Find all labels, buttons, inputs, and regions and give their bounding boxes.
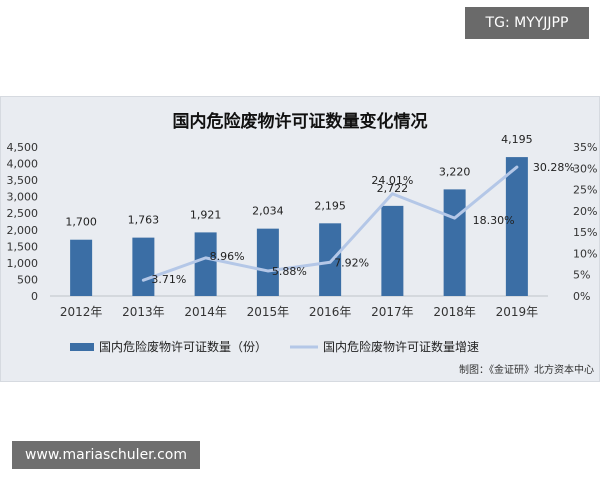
left-tick-label: 3,500 [7, 174, 39, 187]
left-tick-label: 4,500 [7, 141, 39, 154]
bar-value-label: 2,034 [252, 205, 284, 218]
bar [505, 157, 528, 296]
bar-series [70, 157, 528, 296]
line-value-label: 5.88% [272, 265, 307, 278]
chart-title: 国内危险废物许可证数量变化情况 [173, 111, 428, 132]
left-tick-label: 1,500 [7, 240, 39, 253]
category-label: 2018年 [433, 305, 476, 319]
right-tick-label: 25% [573, 184, 597, 197]
left-tick-label: 3,000 [7, 191, 39, 204]
bar [70, 239, 93, 296]
right-tick-label: 15% [573, 226, 597, 239]
bar-value-label: 1,921 [190, 208, 222, 221]
growth-line [141, 165, 519, 282]
right-tick-label: 20% [573, 205, 597, 218]
left-tick-label: 4,000 [7, 158, 39, 171]
category-label: 2013年 [122, 305, 165, 319]
watermark-bottom: www.mariaschuler.com [12, 441, 200, 469]
right-tick-label: 10% [573, 247, 597, 260]
left-tick-label: 1,000 [7, 257, 39, 270]
bar-data-labels: 1,700 1,763 1,921 2,034 2,195 2,722 3,220 4,195 [65, 133, 532, 229]
bar-value-label: 4,195 [501, 133, 533, 146]
left-tick-label: 2,500 [7, 207, 39, 220]
legend: 国内危险废物许可证数量（份） 国内危险废物许可证数量增速 [70, 339, 479, 354]
line-data-labels: 3.71% 8.96% 5.88% 7.92% 24.01% 18.30% 30.28% [151, 161, 574, 286]
x-axis: 2012年 2013年 2014年 2015年 2016年 2017年 2018年 2019年 [60, 305, 538, 319]
chart: 国内危险废物许可证数量变化情况 0 500 1,000 1,500 2,000 2,500… [7, 111, 598, 354]
bar [381, 205, 404, 296]
left-tick-label: 2,000 [7, 224, 39, 237]
bar-value-label: 2,722 [377, 182, 409, 195]
right-axis: 0% 5% 10% 15% 20% 25% 30% 35% [573, 141, 597, 303]
bar-value-label: 1,700 [65, 216, 97, 229]
right-tick-label: 35% [573, 141, 597, 154]
category-label: 2016年 [309, 305, 352, 319]
legend-swatch-bar [70, 343, 94, 351]
left-axis: 0 500 1,000 1,500 2,000 2,500 3,000 3,500 4,000 4… [7, 141, 39, 303]
bar-value-label: 3,220 [439, 165, 471, 178]
line-series [141, 165, 519, 282]
bar [443, 189, 466, 296]
watermark-top: TG: MYYJJPP [465, 7, 589, 39]
legend-label-line: 国内危险废物许可证数量增速 [323, 339, 479, 354]
left-tick-label: 500 [17, 273, 38, 286]
legend-label-bar: 国内危险废物许可证数量（份） [99, 339, 267, 354]
line-value-label: 24.01% [371, 174, 413, 187]
category-label: 2012年 [60, 305, 103, 319]
line-value-label: 7.92% [334, 256, 369, 269]
bar [319, 223, 342, 296]
category-label: 2014年 [184, 305, 227, 319]
line-value-label: 8.96% [210, 250, 245, 263]
right-tick-label: 0% [573, 290, 590, 303]
bar [132, 237, 155, 296]
left-tick-label: 0 [31, 290, 38, 303]
bar [194, 232, 217, 296]
bar-value-label: 1,763 [128, 214, 160, 227]
right-tick-label: 30% [573, 162, 597, 175]
line-value-label: 18.30% [473, 214, 515, 227]
bar [256, 228, 279, 296]
bar-value-label: 2,195 [314, 199, 346, 212]
chart-credit: 制图：《金证研》北方资本中心 [459, 365, 594, 376]
line-value-label: 30.28% [533, 161, 575, 174]
right-tick-label: 5% [573, 269, 590, 282]
category-label: 2019年 [496, 305, 539, 319]
line-value-label: 3.71% [151, 273, 186, 286]
category-label: 2017年 [371, 305, 414, 319]
category-label: 2015年 [247, 305, 290, 319]
chart-panel [0, 96, 600, 382]
